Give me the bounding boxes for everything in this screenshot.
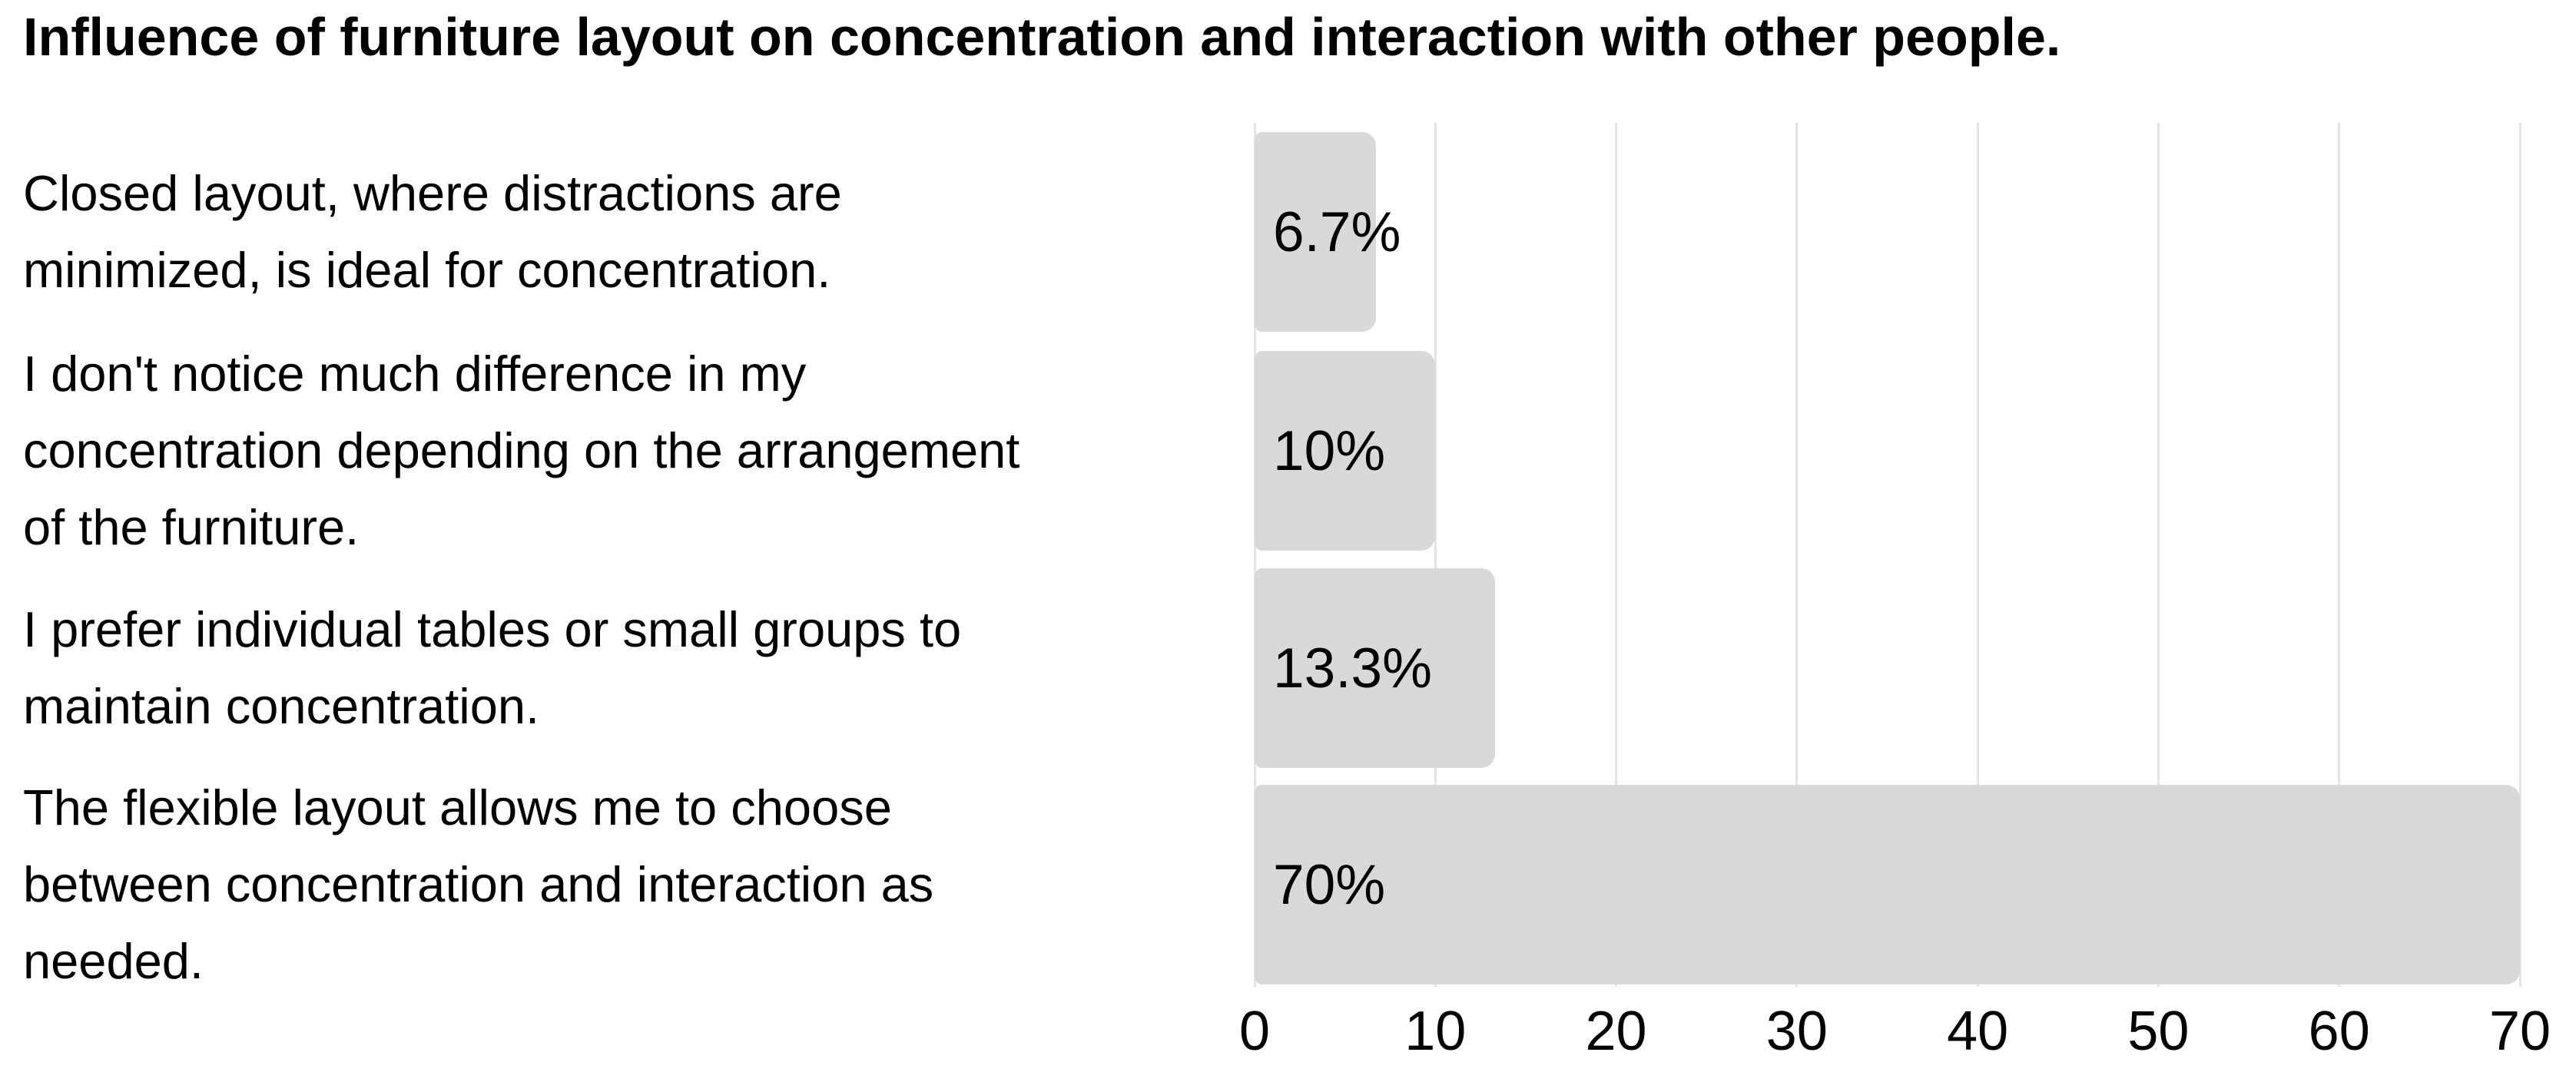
category-label-line: I prefer individual tables or small grou… bbox=[23, 601, 962, 657]
category-label: I don't notice much difference in my con… bbox=[23, 336, 1229, 566]
x-axis: 0 10 20 30 40 50 60 70 bbox=[1239, 1000, 2551, 1077]
bar-individual-tables: 13.3% bbox=[1255, 568, 1495, 768]
gridline bbox=[1976, 123, 1979, 987]
gridline bbox=[2338, 123, 2341, 987]
category-labels: Closed layout, where distractions are mi… bbox=[23, 0, 1229, 1082]
x-axis-tick: 50 bbox=[2127, 1001, 2190, 1062]
x-axis-tick: 70 bbox=[2488, 1001, 2551, 1062]
category-label-line: needed. bbox=[23, 933, 204, 990]
bar-no-difference: 10% bbox=[1255, 351, 1436, 551]
bar-value-label: 6.7% bbox=[1273, 200, 1401, 263]
gridline bbox=[2157, 123, 2160, 987]
bar-value-label: 10% bbox=[1273, 419, 1386, 482]
category-label-line: concentration depending on the arrangeme… bbox=[23, 422, 1020, 478]
chart-title: Influence of furniture layout on concent… bbox=[23, 7, 2061, 67]
x-axis-tick: 10 bbox=[1404, 1001, 1467, 1062]
gridline bbox=[1253, 123, 1256, 987]
x-axis-tick: 40 bbox=[1947, 1001, 2009, 1062]
bar-flexible-layout: 70% bbox=[1255, 785, 2520, 984]
gridline bbox=[1615, 123, 1618, 987]
gridline bbox=[1434, 123, 1437, 987]
bar-value-label: 70% bbox=[1273, 853, 1386, 916]
category-label-line: between concentration and interaction as bbox=[23, 855, 934, 912]
bar-closed-layout: 6.7% bbox=[1255, 132, 1401, 332]
category-label-line: minimized, is ideal for concentration. bbox=[23, 242, 831, 298]
gridline bbox=[2518, 123, 2521, 987]
x-axis-tick: 0 bbox=[1238, 1001, 1271, 1062]
x-axis-tick: 20 bbox=[1585, 1001, 1647, 1062]
gridline bbox=[1795, 123, 1799, 987]
category-label-line: Closed layout, where distractions are bbox=[23, 164, 842, 221]
x-axis-tick: 60 bbox=[2308, 1001, 2370, 1062]
bar-value-label: 13.3% bbox=[1273, 637, 1432, 700]
category-label: Closed layout, where distractions are mi… bbox=[23, 155, 1229, 309]
category-label-line: maintain concentration. bbox=[23, 678, 540, 734]
category-label-line: of the furniture. bbox=[23, 499, 360, 556]
category-label: The flexible layout allows me to choose … bbox=[23, 769, 1229, 1000]
category-label-line: The flexible layout allows me to choose bbox=[23, 779, 892, 835]
category-label-line: I don't notice much difference in my bbox=[23, 345, 807, 402]
category-label: I prefer individual tables or small grou… bbox=[23, 591, 1229, 745]
x-axis-tick: 30 bbox=[1765, 1001, 1828, 1062]
plot-area: 6.7% 10% 13.3% 70% bbox=[1253, 123, 2521, 987]
